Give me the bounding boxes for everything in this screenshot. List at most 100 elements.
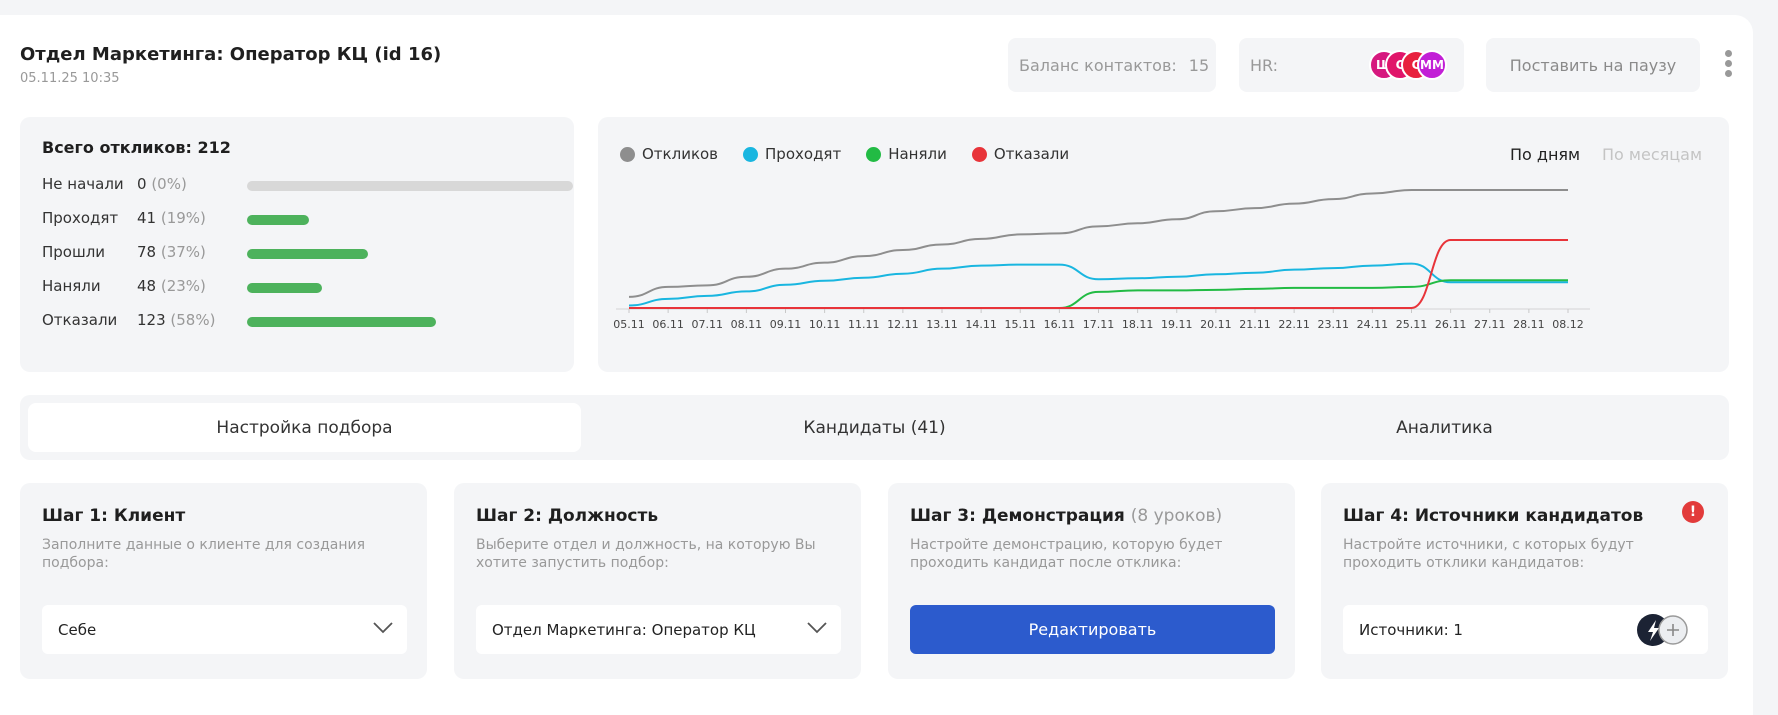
x-tick-label: 14.11 [965, 318, 997, 331]
x-tick-label: 10.11 [809, 318, 841, 331]
legend-dot-icon [866, 146, 882, 162]
x-tick-label: 06.11 [652, 318, 684, 331]
status-percent: (37%) [160, 243, 206, 261]
chevron-down-icon [373, 622, 393, 634]
legend-item[interactable]: Отказали [971, 145, 1070, 163]
x-tick-label: 15.11 [1005, 318, 1037, 331]
pause-button[interactable]: Поставить на паузу [1486, 38, 1700, 92]
x-tick-label: 26.11 [1435, 318, 1467, 331]
position-select-value: Отдел Маркетинга: Оператор КЦ [492, 620, 756, 639]
step-client-title: Шаг 1: Клиент [42, 506, 186, 526]
source-icons [1637, 614, 1688, 646]
status-count: 41 (19%) [137, 209, 206, 227]
legend-item[interactable]: Откликов [620, 145, 718, 163]
status-count: 48 (23%) [137, 277, 206, 295]
status-progress-bar [247, 215, 309, 225]
legend-item[interactable]: Наняли [866, 145, 947, 163]
x-tick-label: 20.11 [1200, 318, 1232, 331]
step-position-desc: Выберите отдел и должность, на которую В… [476, 537, 816, 571]
x-tick-label: 22.11 [1278, 318, 1310, 331]
x-tick-label: 05.11 [613, 318, 645, 331]
legend-label: Откликов [642, 145, 719, 163]
x-tick-label: 18.11 [1122, 318, 1154, 331]
hr-label: HR: [1250, 55, 1279, 75]
step-sources: Шаг 4: Источники кандидатов ! Настройте … [1321, 483, 1728, 679]
legend-item[interactable]: Проходят [743, 145, 841, 163]
legend-dot-icon [743, 146, 759, 162]
status-progress-bar [247, 283, 322, 293]
status-label: Наняли [42, 277, 101, 295]
step-demo: Шаг 3: Демонстрация (8 уроков) Настройте… [888, 483, 1295, 679]
x-tick-label: 21.11 [1239, 318, 1271, 331]
contacts-balance: Баланс контактов: 15 [1008, 38, 1216, 92]
x-tick-label: 09.11 [770, 318, 802, 331]
legend-label: Проходят [765, 145, 842, 163]
chevron-down-icon [807, 622, 827, 634]
step-client: Шаг 1: Клиент Заполните данные о клиенте… [20, 483, 427, 679]
step-position-title: Шаг 2: Должность [476, 506, 659, 526]
period-day-toggle[interactable]: По дням [1510, 145, 1581, 164]
status-count: 0 (0%) [137, 175, 187, 193]
legend-label: Отказали [993, 145, 1070, 163]
status-progress-bar [247, 249, 368, 259]
x-tick-label: 16.11 [1044, 318, 1076, 331]
x-tick-label: 27.11 [1474, 318, 1506, 331]
tab-analytics[interactable]: Аналитика [1396, 417, 1493, 438]
client-select-value: Себе [58, 620, 97, 639]
tab-candidates[interactable]: Кандидаты (41) [803, 417, 946, 438]
status-percent: (23%) [160, 277, 206, 295]
status-progress-bar [247, 181, 573, 191]
x-tick-label: 08.12 [1552, 318, 1584, 331]
tab-setup[interactable]: Настройка подбора [28, 403, 581, 452]
x-tick-label: 12.11 [887, 318, 919, 331]
legend-dot-icon [971, 146, 987, 162]
responses-summary: Всего откликов: 212 Не начали 0 (0%) Прохо… [20, 117, 574, 372]
x-tick-label: 23.11 [1318, 318, 1350, 331]
period-month-toggle[interactable]: По месяцам [1602, 145, 1703, 164]
step-sources-desc: Настройте источники, с которых будут про… [1343, 537, 1634, 571]
vertical-dots-icon[interactable] [1722, 50, 1734, 80]
status-percent: (58%) [170, 311, 216, 329]
status-count: 123 (58%) [137, 311, 216, 329]
edit-demo-button[interactable]: Редактировать [910, 605, 1275, 654]
step-client-desc: Заполните данные о клиенте для создания … [42, 537, 366, 571]
step-position: Шаг 2: Должность Выберите отдел и должно… [454, 483, 861, 679]
add-source-icon [1658, 615, 1688, 645]
status-label: Не начали [42, 175, 124, 193]
status-progress-bar [247, 317, 436, 327]
series-line [628, 189, 1568, 298]
sources-field[interactable]: Источники: 1 [1343, 605, 1708, 654]
legend-label: Наняли [888, 145, 947, 163]
x-tick-label: 17.11 [1083, 318, 1115, 331]
x-tick-label: 08.11 [731, 318, 763, 331]
page-title: Отдел Маркетинга: Оператор КЦ (id 16) [20, 44, 442, 65]
step-sources-title: Шаг 4: Источники кандидатов [1343, 506, 1644, 526]
x-tick-label: 07.11 [692, 318, 724, 331]
hr-block[interactable]: HR: Щ С С ММ [1239, 38, 1464, 92]
step-demo-lessons: (8 уроков) [1130, 506, 1223, 526]
chart-legend: Откликов Проходят Наняли Отказали [620, 145, 1094, 163]
sources-count: Источники: 1 [1359, 620, 1463, 639]
position-select[interactable]: Отдел Маркетинга: Оператор КЦ [476, 605, 841, 654]
page-date: 05.11.25 10:35 [20, 71, 120, 86]
client-select[interactable]: Себе [42, 605, 407, 654]
step-demo-title-main: Шаг 3: Демонстрация [910, 506, 1125, 526]
chart-card: 05.11 06.11 07.11 08.11 09.11 10.11 11.11 12.11… [598, 117, 1729, 372]
status-percent: (0%) [151, 175, 187, 193]
x-tick-label: 13.11 [926, 318, 958, 331]
x-tick-label: 28.11 [1513, 318, 1545, 331]
x-tick-label: 19.11 [1161, 318, 1193, 331]
balance-label: Баланс контактов: [1019, 55, 1177, 75]
responses-chart: 05.11 06.11 07.11 08.11 09.11 10.11 11.11 12.11… [613, 189, 1590, 331]
page: Отдел Маркетинга: Оператор КЦ (id 16) 05… [0, 15, 1753, 715]
legend-dot-icon [620, 146, 635, 162]
tab-bar: Настройка подбора Кандидаты (41) Аналити… [20, 395, 1729, 460]
status-label: Проходят [42, 209, 119, 227]
status-label: Отказали [42, 311, 118, 329]
alert-icon[interactable]: ! [1682, 501, 1704, 523]
step-demo-desc: Настройте демонстрацию, которую будет пр… [910, 537, 1223, 571]
series-line [629, 238, 1569, 309]
step-demo-title: Шаг 3: Демонстрация (8 уроков) [910, 506, 1222, 526]
hr-avatar[interactable]: ММ [1417, 50, 1447, 80]
status-label: Прошли [42, 243, 106, 261]
